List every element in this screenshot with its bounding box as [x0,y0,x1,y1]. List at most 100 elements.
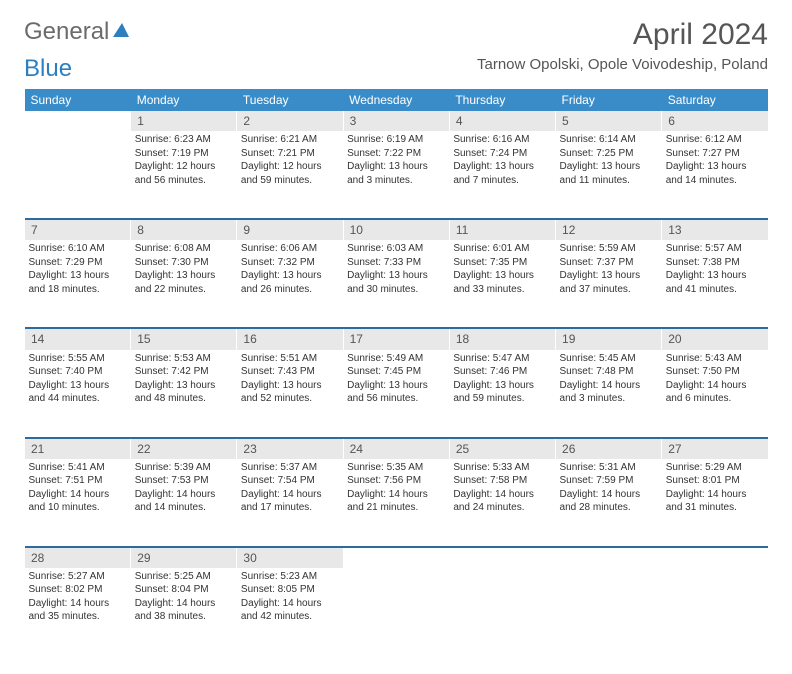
sunset-text: Sunset: 7:27 PM [666,147,764,161]
daylight-text: Daylight: 13 hours [560,269,658,283]
daylight-text: Daylight: 13 hours [666,269,764,283]
daylight-text: Daylight: 14 hours [560,488,658,502]
daylight-text: Daylight: 13 hours [29,379,127,393]
day-cell: Sunrise: 6:03 AMSunset: 7:33 PMDaylight:… [343,240,449,328]
day-cell: Sunrise: 6:12 AMSunset: 7:27 PMDaylight:… [662,131,768,219]
daylight-text: Daylight: 13 hours [347,269,445,283]
sunrise-text: Sunrise: 5:27 AM [29,570,127,584]
sunrise-text: Sunrise: 6:12 AM [666,133,764,147]
day-number-row: 282930 [25,548,769,568]
daylight-text: and 37 minutes. [560,283,658,297]
day-cell: Sunrise: 5:39 AMSunset: 7:53 PMDaylight:… [131,459,237,547]
day-cell: Sunrise: 5:37 AMSunset: 7:54 PMDaylight:… [237,459,343,547]
day-cell: Sunrise: 6:23 AMSunset: 7:19 PMDaylight:… [131,131,237,219]
daylight-text: Daylight: 13 hours [453,160,551,174]
sunrise-text: Sunrise: 5:51 AM [241,352,339,366]
day-number: 12 [556,220,662,240]
sunrise-text: Sunrise: 5:41 AM [29,461,127,475]
daylight-text: and 35 minutes. [29,610,127,624]
sunset-text: Sunset: 7:25 PM [560,147,658,161]
sunrise-text: Sunrise: 5:59 AM [560,242,658,256]
logo-text-blue: Blue [24,55,768,83]
day-cell: Sunrise: 5:45 AMSunset: 7:48 PMDaylight:… [556,350,662,438]
daylight-text: Daylight: 14 hours [347,488,445,502]
sunset-text: Sunset: 7:29 PM [29,256,127,270]
daylight-text: Daylight: 12 hours [241,160,339,174]
daylight-text: and 26 minutes. [241,283,339,297]
week-row: Sunrise: 5:55 AMSunset: 7:40 PMDaylight:… [25,350,769,438]
day-number: 3 [343,111,449,131]
day-cell: Sunrise: 6:06 AMSunset: 7:32 PMDaylight:… [237,240,343,328]
week-row: Sunrise: 5:41 AMSunset: 7:51 PMDaylight:… [25,459,769,547]
day-cell: Sunrise: 5:47 AMSunset: 7:46 PMDaylight:… [449,350,555,438]
calendar-page: General April 2024 Tarnow Opolski, Opole… [0,0,792,674]
week-row: Sunrise: 6:10 AMSunset: 7:29 PMDaylight:… [25,240,769,328]
day-number: 2 [237,111,343,131]
sunset-text: Sunset: 7:37 PM [560,256,658,270]
day-cell: Sunrise: 6:08 AMSunset: 7:30 PMDaylight:… [131,240,237,328]
daylight-text: Daylight: 14 hours [135,597,233,611]
day-cell: Sunrise: 5:33 AMSunset: 7:58 PMDaylight:… [449,459,555,547]
day-number: 30 [237,548,343,568]
day-number: 19 [556,329,662,349]
day-number: 11 [449,220,555,240]
daylight-text: and 3 minutes. [560,392,658,406]
day-cell: Sunrise: 5:41 AMSunset: 7:51 PMDaylight:… [25,459,131,547]
month-title: April 2024 [477,18,768,52]
day-cell: Sunrise: 5:51 AMSunset: 7:43 PMDaylight:… [237,350,343,438]
day-cell: Sunrise: 5:53 AMSunset: 7:42 PMDaylight:… [131,350,237,438]
daylight-text: Daylight: 13 hours [560,160,658,174]
day-number-row: 78910111213 [25,220,769,240]
day-header: Saturday [662,89,768,111]
sunrise-text: Sunrise: 6:08 AM [135,242,233,256]
day-number: 7 [25,220,131,240]
daylight-text: and 56 minutes. [347,392,445,406]
daylight-text: Daylight: 14 hours [666,488,764,502]
sunset-text: Sunset: 7:30 PM [135,256,233,270]
daylight-text: and 22 minutes. [135,283,233,297]
sunset-text: Sunset: 7:40 PM [29,365,127,379]
daylight-text: and 31 minutes. [666,501,764,515]
daylight-text: and 30 minutes. [347,283,445,297]
daylight-text: and 7 minutes. [453,174,551,188]
daylight-text: Daylight: 14 hours [666,379,764,393]
day-number: 20 [662,329,768,349]
day-number [25,111,131,131]
daylight-text: Daylight: 14 hours [241,488,339,502]
sunset-text: Sunset: 7:56 PM [347,474,445,488]
daylight-text: and 3 minutes. [347,174,445,188]
sunrise-text: Sunrise: 6:19 AM [347,133,445,147]
sunset-text: Sunset: 7:59 PM [560,474,658,488]
day-number: 15 [131,329,237,349]
day-header: Wednesday [343,89,449,111]
sunrise-text: Sunrise: 6:23 AM [135,133,233,147]
daylight-text: and 11 minutes. [560,174,658,188]
daylight-text: and 10 minutes. [29,501,127,515]
day-cell: Sunrise: 6:14 AMSunset: 7:25 PMDaylight:… [556,131,662,219]
day-number: 4 [449,111,555,131]
day-number: 27 [662,439,768,459]
day-number: 10 [343,220,449,240]
daylight-text: and 33 minutes. [453,283,551,297]
day-number: 28 [25,548,131,568]
sunset-text: Sunset: 7:19 PM [135,147,233,161]
sunrise-text: Sunrise: 5:35 AM [347,461,445,475]
logo-text-general: General [24,18,109,46]
day-number: 23 [237,439,343,459]
day-cell [25,131,131,219]
sunrise-text: Sunrise: 5:57 AM [666,242,764,256]
sunset-text: Sunset: 7:45 PM [347,365,445,379]
sunrise-text: Sunrise: 5:49 AM [347,352,445,366]
daylight-text: and 41 minutes. [666,283,764,297]
daylight-text: Daylight: 14 hours [29,597,127,611]
daylight-text: and 28 minutes. [560,501,658,515]
daylight-text: and 24 minutes. [453,501,551,515]
day-number-row: 123456 [25,111,769,131]
sunset-text: Sunset: 7:38 PM [666,256,764,270]
sunset-text: Sunset: 7:50 PM [666,365,764,379]
sunrise-text: Sunrise: 5:39 AM [135,461,233,475]
daylight-text: and 14 minutes. [135,501,233,515]
sunrise-text: Sunrise: 5:43 AM [666,352,764,366]
day-number: 22 [131,439,237,459]
day-cell: Sunrise: 6:16 AMSunset: 7:24 PMDaylight:… [449,131,555,219]
